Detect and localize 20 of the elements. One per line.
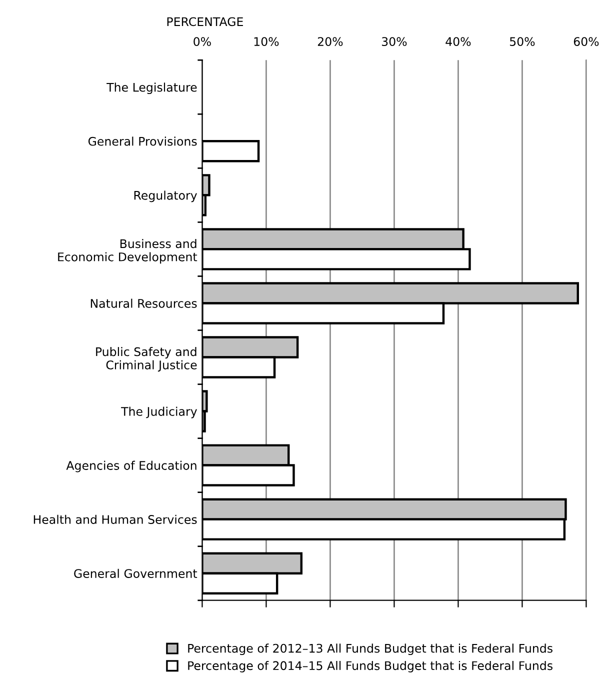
- y-tick-label: Agencies of Education: [66, 460, 196, 472]
- y-tick-label: Natural Resources: [90, 298, 197, 308]
- x-tick-label: 20%: [318, 37, 343, 46]
- legend-label: Percentage of 2014–15 All Funds Budget that is Federal Funds: [188, 660, 552, 672]
- y-tick-label: Regulatory: [134, 190, 197, 202]
- y-tick-label: The Legislature: [106, 82, 197, 94]
- x-tick-label: 40%: [446, 37, 471, 46]
- y-tick-label: General Government: [74, 568, 198, 578]
- y-tick-label: Health and Human Services: [34, 514, 197, 524]
- x-axis-title: PERCENTAGE: [167, 17, 243, 26]
- x-tick-label: 10%: [254, 37, 279, 46]
- legend-label: Percentage of 2012–13 All Funds Budget that is Federal Funds: [188, 644, 552, 656]
- x-tick-label: 30%: [382, 37, 407, 46]
- y-tick-label: Business and Economic Development: [58, 238, 198, 264]
- x-tick-label: 60%: [574, 37, 599, 46]
- y-tick-label: The Judiciary: [121, 406, 197, 418]
- y-tick-label: General Provisions: [88, 136, 197, 146]
- x-tick-label: 50%: [510, 37, 535, 46]
- x-tick-label: 0%: [194, 37, 211, 46]
- y-tick-label: Public Safety and Criminal Justice: [96, 347, 197, 372]
